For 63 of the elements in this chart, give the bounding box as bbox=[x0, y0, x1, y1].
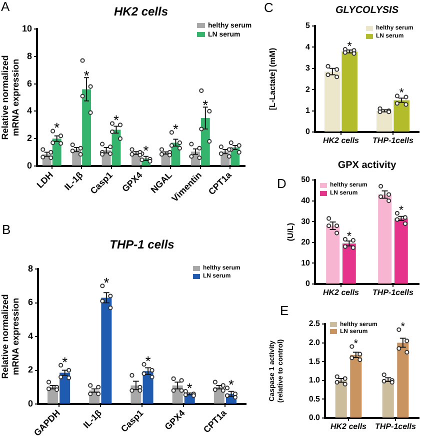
y-tick-label: 30 bbox=[301, 216, 311, 226]
y-axis-title: [L-Lactate] (mM) bbox=[268, 48, 278, 110]
y-tick-label: 0.5 bbox=[308, 394, 321, 404]
y-axis-title: Relative normalized mRNA expression bbox=[0, 55, 21, 140]
y-tick-label: 6 bbox=[26, 78, 32, 88]
x-tick-label: THP-1cells bbox=[372, 136, 414, 146]
y-tick-label: 2.0 bbox=[308, 338, 321, 348]
data-label: * bbox=[400, 320, 406, 333]
x-tick-label: HK2 cells bbox=[330, 422, 368, 432]
y-tick-label: 50 bbox=[301, 175, 311, 184]
y-tick-label: 0 bbox=[26, 160, 32, 170]
text: A bbox=[1, 0, 10, 14]
y-tick-label: 8 bbox=[28, 263, 33, 274]
y-tick-label: 10 bbox=[22, 23, 32, 34]
y-tick-label: 2 bbox=[306, 84, 311, 94]
y-tick-label: 0 bbox=[306, 127, 311, 136]
y-tick-label: 2 bbox=[26, 133, 32, 144]
y-tick-label: 6 bbox=[28, 297, 33, 308]
y-tick-label: 0 bbox=[306, 279, 311, 288]
data-label: * bbox=[172, 121, 179, 138]
y-tick-label: 2 bbox=[28, 364, 33, 375]
y-tick-label: 8 bbox=[26, 50, 32, 61]
y-axis-title: Relative normalized mRNA expression bbox=[0, 294, 21, 379]
chart-title: HK2 cells bbox=[114, 4, 168, 18]
y-axis-title: (U/L) bbox=[286, 222, 296, 242]
data-label: * bbox=[202, 96, 209, 113]
y-tick-label: 1.5 bbox=[308, 356, 321, 366]
y-tick-label: 0 bbox=[28, 398, 33, 408]
text: D bbox=[277, 176, 286, 191]
chart-title: THP-1 cells bbox=[110, 237, 175, 252]
data-label: * bbox=[186, 380, 193, 396]
y-tick-label: 2.5 bbox=[308, 319, 321, 328]
y-tick-label: 10 bbox=[301, 258, 311, 268]
data-label: * bbox=[399, 86, 404, 100]
data-label: * bbox=[145, 352, 152, 369]
y-tick-label: 3 bbox=[306, 64, 311, 73]
data-label: * bbox=[114, 112, 120, 128]
y-tick-label: 1 bbox=[306, 106, 311, 116]
y-tick-label: 40 bbox=[301, 196, 311, 206]
data-label: * bbox=[143, 142, 150, 158]
y-tick-label: 20 bbox=[301, 238, 311, 247]
text: C bbox=[264, 0, 274, 15]
y-tick-label: 0.0 bbox=[308, 413, 321, 422]
data-label: * bbox=[398, 203, 404, 218]
data-label: * bbox=[346, 229, 352, 244]
y-tick-label: 4 bbox=[26, 106, 32, 116]
y-tick-label: 1.0 bbox=[308, 376, 321, 385]
data-label: * bbox=[354, 338, 359, 350]
data-label: * bbox=[347, 39, 352, 54]
y-tick-label: 4 bbox=[306, 42, 311, 52]
chart-title: GLYCOLYSIS bbox=[336, 4, 399, 16]
data-label: * bbox=[228, 376, 235, 393]
data-label: * bbox=[84, 68, 90, 84]
y-tick-label: 4 bbox=[28, 330, 33, 341]
data-label: * bbox=[104, 274, 110, 290]
text: B bbox=[2, 222, 11, 237]
chart-title: GPX activity bbox=[338, 160, 397, 171]
data-label: * bbox=[62, 354, 68, 370]
data-label: * bbox=[54, 120, 60, 136]
x-tick-label: THP-1cells bbox=[372, 288, 414, 298]
x-tick-label: THP-1cells bbox=[375, 422, 417, 432]
y-tick-label: 5 bbox=[306, 21, 311, 30]
text: E bbox=[280, 303, 289, 318]
